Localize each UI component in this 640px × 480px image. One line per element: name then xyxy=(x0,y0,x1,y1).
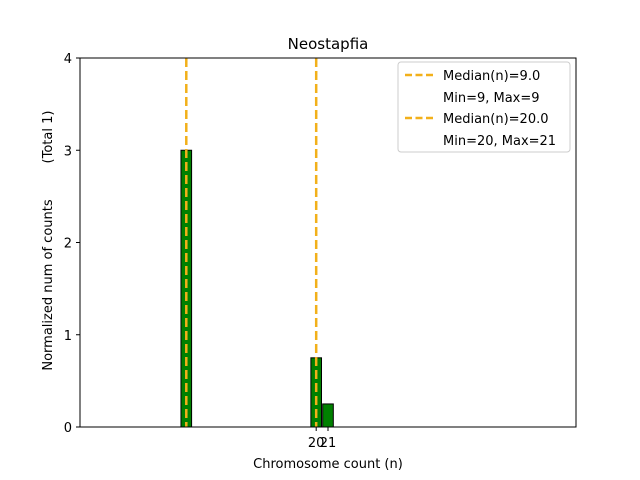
x-tick-label: 21 xyxy=(320,436,337,451)
y-axis-ticks: 0 1 2 3 4 xyxy=(64,52,80,436)
legend: Median(n)=9.0 Min=9, Max=9 Median(n)=20.… xyxy=(397,61,571,153)
y-tick-label: 4 xyxy=(64,52,72,67)
x-tick-label: 20 xyxy=(308,436,325,451)
y-tick-label: 3 xyxy=(64,144,72,159)
median-lines xyxy=(185,58,318,427)
legend-frame xyxy=(397,61,571,153)
y-axis-label: Normalized num of counts xyxy=(41,199,56,370)
legend-median-label: Median(n)=9.0 xyxy=(443,69,540,84)
y-tick-label: 1 xyxy=(64,329,72,344)
plot-frame xyxy=(79,57,577,428)
x-axis-label: Chromosome count (n) xyxy=(253,457,403,472)
y-tick-label: 2 xyxy=(64,237,72,252)
chart-title: Neostapfia xyxy=(288,35,369,53)
legend-range-label: Min=9, Max=9 xyxy=(443,91,540,106)
y-axis-label-note: (Total 1) xyxy=(41,111,56,164)
legend-median-label: Median(n)=20.0 xyxy=(443,112,549,127)
legend-range-label: Min=20, Max=21 xyxy=(443,134,556,149)
bar-n-21 xyxy=(322,403,334,428)
y-tick-label: 0 xyxy=(64,421,72,436)
